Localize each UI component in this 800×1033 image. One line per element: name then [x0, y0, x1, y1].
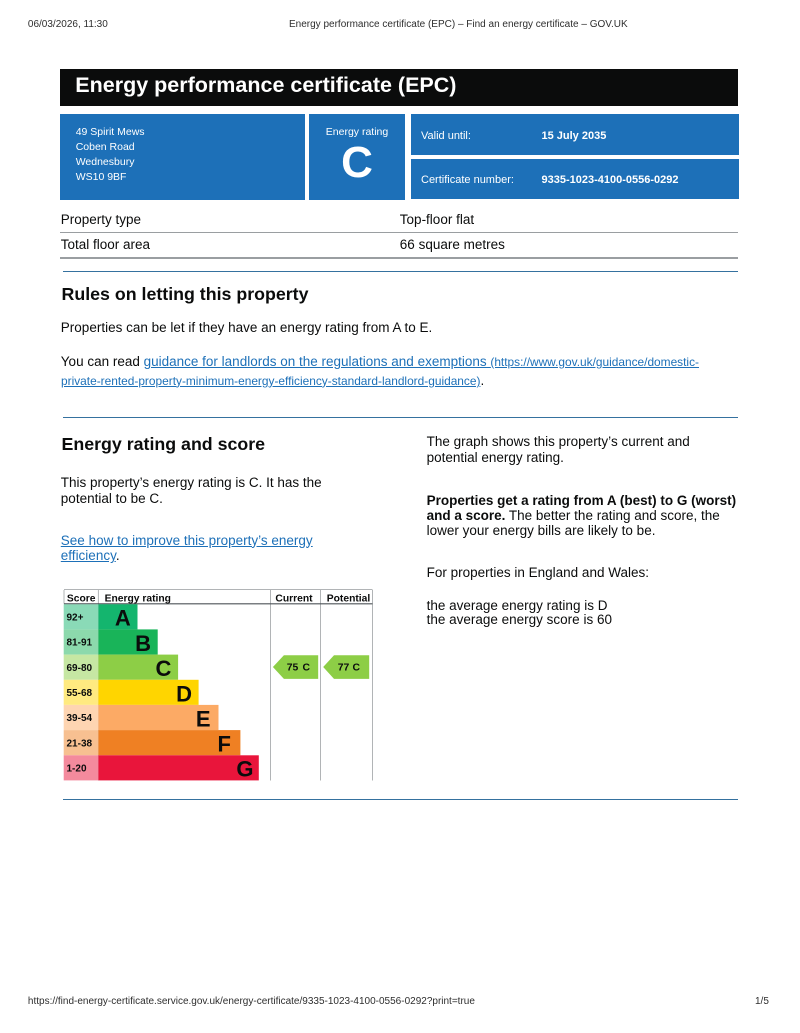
svg-text:C: C	[303, 663, 311, 674]
svg-text:39-54: 39-54	[67, 713, 93, 724]
svg-text:Current: Current	[275, 594, 313, 605]
svg-text:C: C	[156, 656, 172, 681]
svg-text:69-80: 69-80	[67, 663, 93, 674]
svg-text:Score: Score	[67, 594, 96, 605]
svg-text:F: F	[218, 732, 231, 757]
svg-text:B: B	[135, 631, 151, 656]
svg-text:Potential: Potential	[327, 594, 371, 605]
svg-text:E: E	[196, 706, 211, 731]
svg-text:G: G	[236, 757, 253, 782]
svg-text:Energy rating: Energy rating	[105, 594, 171, 605]
svg-text:77: 77	[338, 663, 350, 674]
svg-text:81-91: 81-91	[67, 638, 93, 649]
svg-text:A: A	[115, 606, 131, 631]
svg-text:75: 75	[287, 663, 299, 674]
svg-text:C: C	[353, 663, 361, 674]
svg-text:92+: 92+	[67, 612, 84, 623]
svg-text:1-20: 1-20	[67, 764, 87, 775]
svg-text:D: D	[176, 681, 192, 706]
svg-text:21-38: 21-38	[67, 738, 93, 749]
svg-text:55-68: 55-68	[67, 688, 93, 699]
